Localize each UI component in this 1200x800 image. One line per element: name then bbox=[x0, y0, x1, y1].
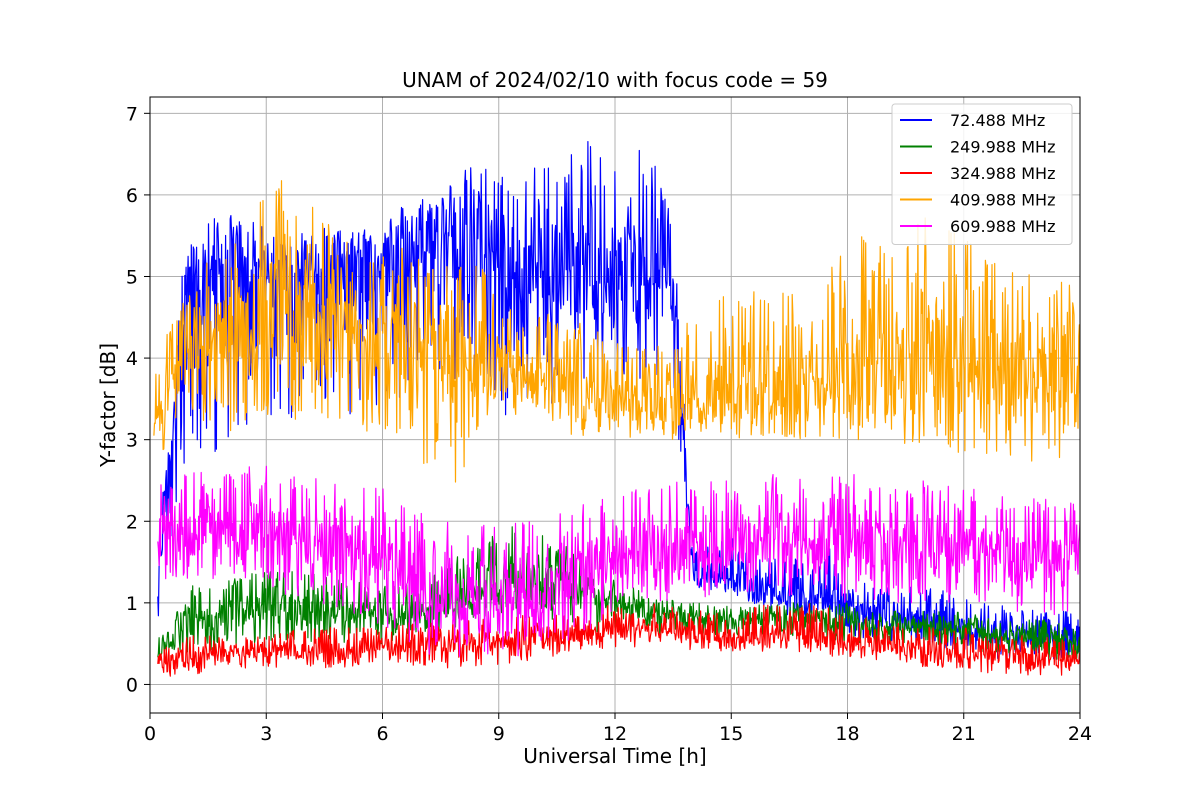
series-0-trace bbox=[157, 141, 1080, 660]
x-tick-label: 21 bbox=[952, 723, 976, 745]
series-1-line bbox=[157, 526, 1080, 660]
series-2-trace bbox=[157, 603, 1080, 677]
y-tick-label: 0 bbox=[126, 674, 138, 696]
legend-item: 324.988 MHz bbox=[900, 164, 1055, 183]
series-1-trace bbox=[157, 526, 1080, 660]
legend-label: 409.988 MHz bbox=[950, 191, 1055, 210]
series-2-line bbox=[157, 603, 1080, 677]
legend-label: 249.988 MHz bbox=[950, 138, 1055, 157]
x-tick-label: 9 bbox=[493, 723, 505, 745]
y-tick-label: 2 bbox=[126, 511, 138, 533]
x-tick-label: 3 bbox=[260, 723, 272, 745]
legend-item: 72.488 MHz bbox=[900, 111, 1045, 130]
legend-label: 609.988 MHz bbox=[950, 217, 1055, 236]
x-tick-label: 15 bbox=[719, 723, 743, 745]
y-axis-label: Y-factor [dB] bbox=[96, 343, 120, 468]
series-layer bbox=[153, 141, 1080, 677]
y-tick-label: 7 bbox=[126, 103, 138, 125]
chart-title: UNAM of 2024/02/10 with focus code = 59 bbox=[402, 68, 828, 92]
y-tick-label: 5 bbox=[126, 266, 138, 288]
y-tick-label: 1 bbox=[126, 593, 138, 615]
legend-item: 249.988 MHz bbox=[900, 138, 1055, 157]
x-tick-label: 18 bbox=[835, 723, 859, 745]
series-4-trace bbox=[157, 465, 1080, 657]
legend-box bbox=[891, 103, 1073, 245]
series-0-line bbox=[157, 141, 1080, 660]
y-tick-label: 6 bbox=[126, 185, 138, 207]
legend-item: 609.988 MHz bbox=[900, 217, 1055, 236]
series-4-line bbox=[157, 465, 1080, 657]
x-tick-label: 24 bbox=[1068, 723, 1092, 745]
legend: 72.488 MHz 249.988 MHz 324.988 MHz 409.988 … bbox=[891, 103, 1073, 245]
x-axis-label: Universal Time [h] bbox=[523, 744, 706, 768]
y-tick-label: 3 bbox=[126, 430, 138, 452]
legend-item: 409.988 MHz bbox=[900, 191, 1055, 210]
legend-label: 324.988 MHz bbox=[950, 164, 1055, 183]
legend-label: 72.488 MHz bbox=[950, 111, 1045, 130]
y-tick-label: 4 bbox=[126, 348, 138, 370]
x-tick-label: 0 bbox=[144, 723, 156, 745]
x-tick-label: 6 bbox=[376, 723, 388, 745]
x-tick-label: 12 bbox=[603, 723, 627, 745]
